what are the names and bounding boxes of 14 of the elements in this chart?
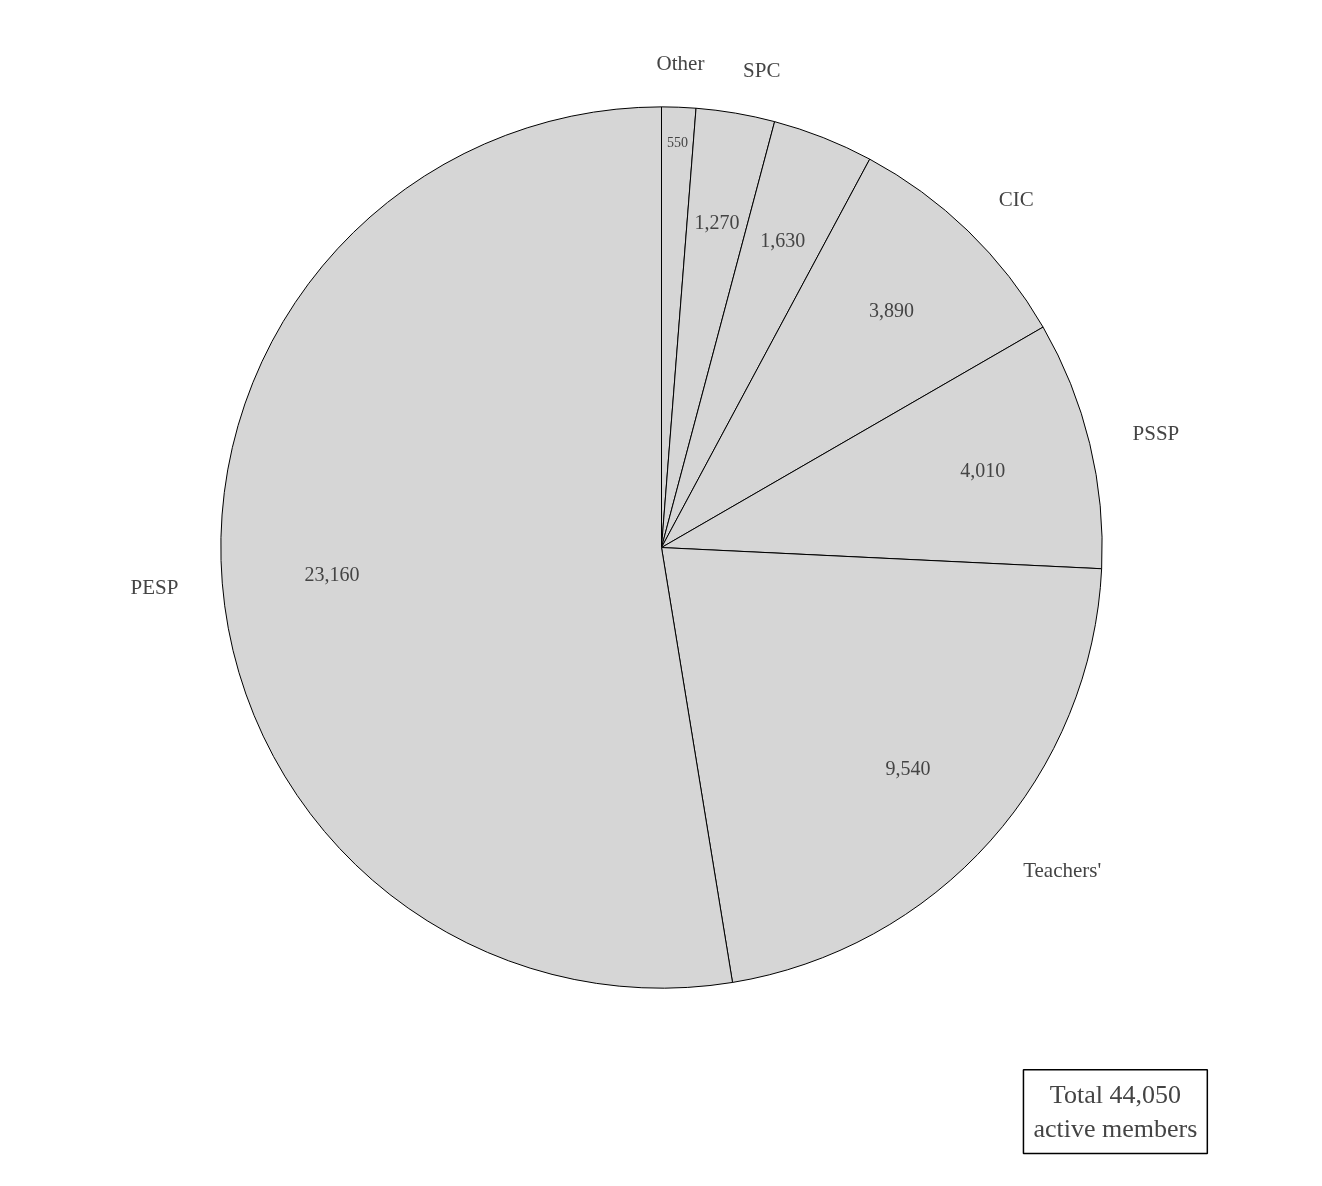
- text: Total 44,050 active members: [1033, 1079, 1198, 1144]
- slice-label: PESP: [130, 574, 179, 599]
- data-label: 23,160: [304, 563, 360, 586]
- data-label: 9,540: [885, 756, 931, 779]
- data-label: 1,270: [694, 210, 740, 233]
- slice-label: SPC: [743, 57, 781, 82]
- data-label: 4,010: [960, 458, 1006, 481]
- slice-label: CIC: [998, 187, 1034, 212]
- data-label: 3,890: [868, 299, 914, 322]
- slice-label: PSSP: [1132, 421, 1180, 446]
- data-label: 550: [666, 135, 688, 151]
- slice-label: Other: [656, 51, 705, 76]
- data-label: 1,630: [760, 229, 806, 252]
- slice-label: Teachers': [1023, 858, 1102, 883]
